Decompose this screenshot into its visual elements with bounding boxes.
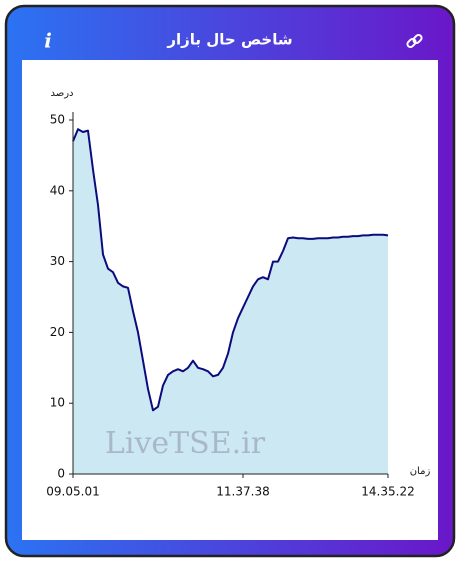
y-tick-label: 40 [50, 183, 65, 197]
y-axis-label: درصد [50, 88, 73, 99]
y-tick-label: 0 [57, 467, 65, 481]
y-tick-label: 10 [50, 396, 65, 410]
y-tick-label: 30 [50, 254, 65, 268]
x-tick-label: 14.35.22 [361, 485, 414, 499]
area-fill [73, 129, 388, 474]
x-tick-label: 11.37.38 [216, 485, 269, 499]
line [72, 128, 389, 412]
watermark: LiveTSE.ir [105, 426, 266, 461]
link-icon[interactable] [406, 33, 423, 49]
header-title: شاخص حال بازار [166, 31, 292, 49]
y-tick-label: 50 [50, 113, 65, 127]
info-icon[interactable]: i [44, 29, 52, 53]
x-axis-label: زمان [410, 466, 431, 477]
x-tick-label: 09.05.01 [46, 485, 99, 499]
y-tick-label: 20 [50, 325, 65, 339]
